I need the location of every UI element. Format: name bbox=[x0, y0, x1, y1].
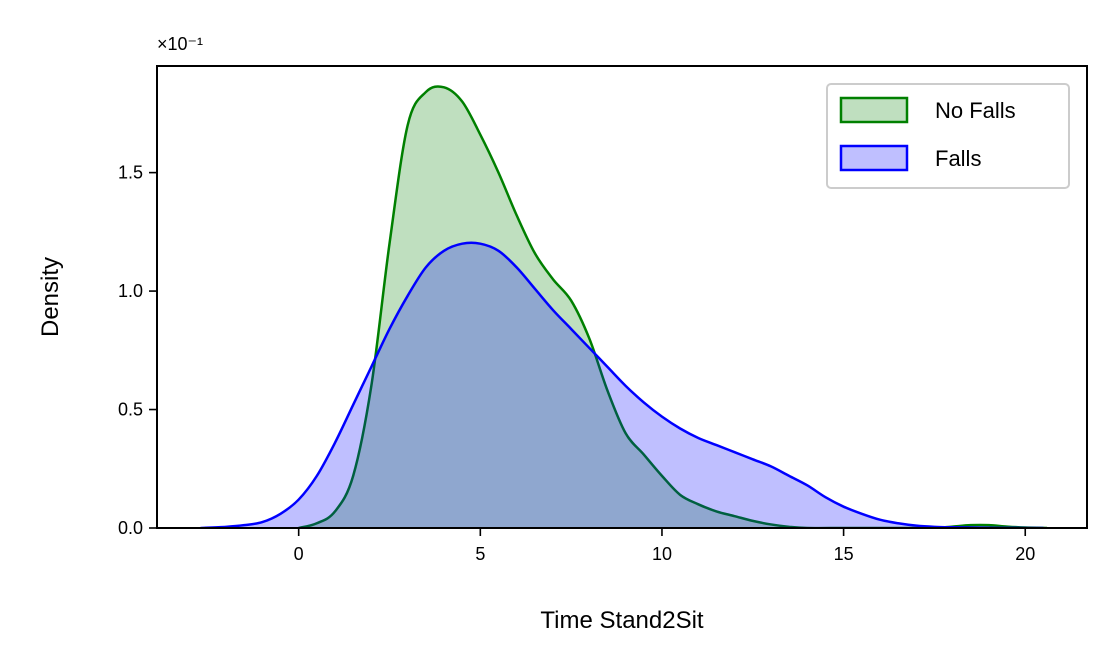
series-line-no-falls bbox=[298, 85, 1048, 528]
axes-frame bbox=[156, 65, 1088, 529]
x-tick-label: 10 bbox=[652, 544, 672, 564]
y-axis-ticks: 0.0 0.5 1.0 1.5 bbox=[118, 163, 157, 538]
legend-label-no-falls: No Falls bbox=[935, 98, 1016, 123]
x-tick-label: 5 bbox=[475, 544, 485, 564]
y-tick-label: 0.5 bbox=[118, 400, 143, 420]
series-area-no-falls bbox=[298, 86, 1048, 528]
legend: No Falls Falls bbox=[826, 83, 1070, 189]
legend-swatch-falls bbox=[839, 144, 909, 172]
legend-label-falls: Falls bbox=[935, 146, 981, 171]
x-tick-label: 15 bbox=[834, 544, 854, 564]
x-tick-label: 0 bbox=[294, 544, 304, 564]
y-axis-label: Density bbox=[37, 257, 64, 337]
legend-swatch-no-falls bbox=[839, 96, 909, 124]
x-axis-label: Time Stand2Sit bbox=[540, 607, 704, 634]
x-axis-ticks: 0 5 10 15 20 bbox=[294, 528, 1035, 564]
y-tick-label: 1.0 bbox=[118, 281, 143, 301]
x-tick-label: 20 bbox=[1015, 544, 1035, 564]
y-tick-label: 0.0 bbox=[118, 518, 143, 538]
series-layer bbox=[200, 85, 1048, 528]
series-line-falls bbox=[200, 241, 1044, 528]
legend-box bbox=[826, 83, 1070, 189]
y-axis-offset-text: ×10⁻¹ bbox=[157, 34, 203, 54]
y-tick-label: 1.5 bbox=[118, 163, 143, 183]
series-area-falls bbox=[200, 242, 1044, 528]
